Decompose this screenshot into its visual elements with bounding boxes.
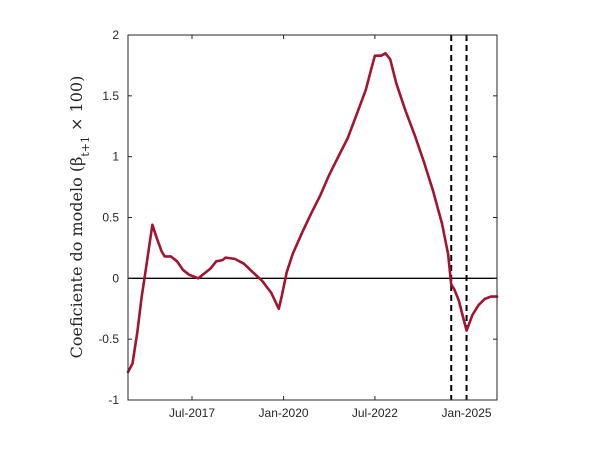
plot-background bbox=[128, 35, 497, 400]
y-tick-label: -0.5 bbox=[98, 332, 119, 346]
tick-layer: -1 -0.5 0 0.5 1 1.5 2 Jul-2017 Jan-2020 Jul-2022 J… bbox=[98, 28, 497, 420]
y-axis-label: Coeficiente do modelo (βt+1 × 100) bbox=[67, 76, 92, 359]
y-tick-label: 2 bbox=[112, 28, 119, 42]
vertical-lines-layer bbox=[450, 35, 468, 400]
y-tick-label: 0 bbox=[112, 271, 119, 285]
y-tick-label: 0.5 bbox=[102, 211, 119, 225]
y-tick-label: 1.5 bbox=[102, 89, 119, 103]
x-tick-label: Jul-2017 bbox=[169, 406, 215, 420]
y-tick-label: 1 bbox=[112, 150, 119, 164]
series-line-1 bbox=[126, 51, 499, 374]
x-tick-label: Jan-2020 bbox=[259, 406, 309, 420]
series-layer bbox=[126, 51, 499, 374]
y-tick-label: -1 bbox=[108, 393, 119, 407]
x-tick-label: Jan-2025 bbox=[442, 406, 492, 420]
x-tick-label: Jul-2022 bbox=[352, 406, 398, 420]
